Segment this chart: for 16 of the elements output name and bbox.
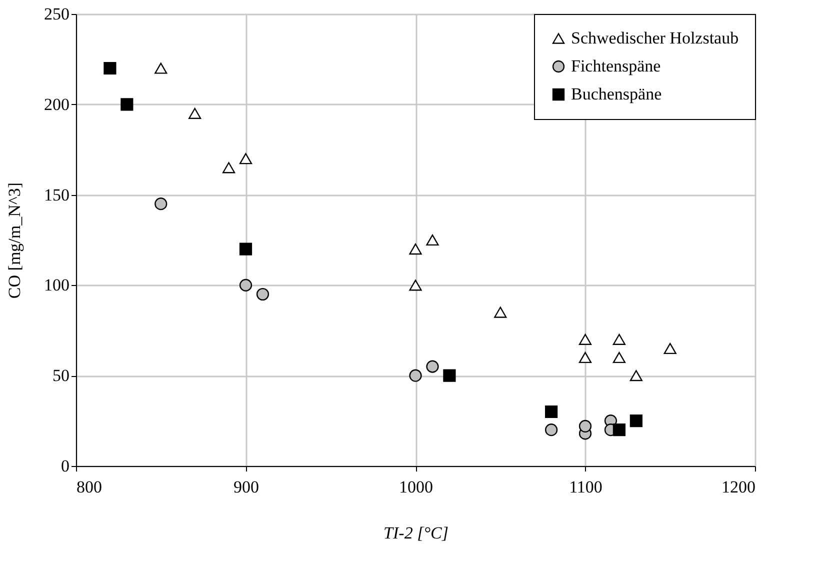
legend-label: Fichtenspäne (571, 56, 661, 76)
x-tick-label: 1000 (399, 478, 433, 496)
y-tick-label: 100 (44, 276, 70, 295)
x-tick-label: 1100 (569, 478, 602, 496)
x-tick-label: 1200 (722, 478, 756, 496)
y-tick-label: 250 (44, 4, 70, 24)
y-tick-label: 0 (61, 456, 70, 476)
y-tick-label: 200 (44, 94, 70, 114)
x-tick-label: 800 (76, 478, 102, 496)
x-axis-title: TI-2 [°C] (384, 524, 448, 542)
y-tick-label: 150 (44, 185, 70, 204)
x-tick-label: 900 (234, 478, 259, 496)
legend-label: Schwedischer Holzstaub (571, 28, 739, 48)
legend-label: Buchenspäne (571, 84, 662, 104)
y-axis-title: CO [mg/m_N^3] (5, 182, 24, 299)
y-tick-label: 50 (52, 366, 70, 386)
